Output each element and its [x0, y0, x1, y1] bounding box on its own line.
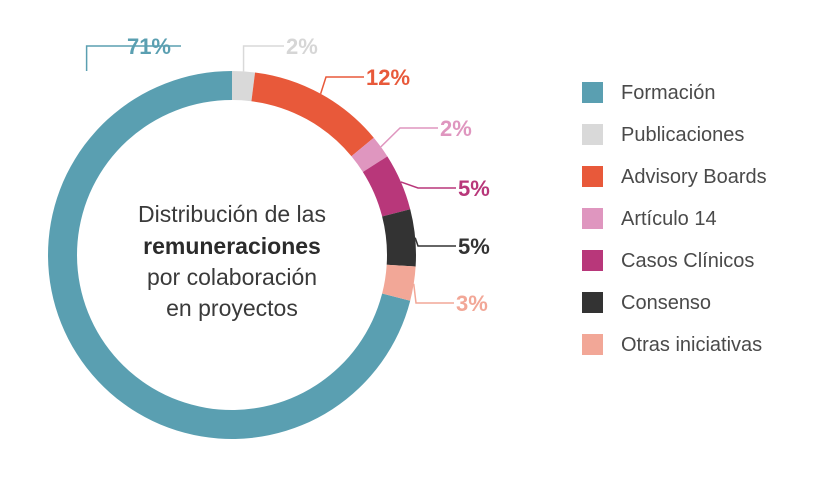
legend-item: Formación — [582, 80, 822, 106]
legend-swatch — [582, 250, 603, 271]
leader-line-6 — [414, 237, 456, 247]
pct-label-art-culo-14: 2% — [440, 116, 472, 141]
legend-swatch — [582, 166, 603, 187]
legend: Formación Publicaciones Advisory Boards Art… — [582, 80, 822, 374]
center-label-line4: en proyectos — [166, 295, 298, 321]
pct-label-consenso: 5% — [458, 234, 490, 259]
slice-art-culo-14 — [351, 137, 388, 172]
leader-line-3 — [319, 76, 364, 94]
legend-item: Casos Clínicos — [582, 248, 822, 274]
donut-slices — [48, 71, 416, 440]
legend-label: Casos Clínicos — [621, 250, 755, 272]
leader-line-4 — [380, 127, 438, 148]
legend-item: Artículo 14 — [582, 206, 822, 232]
legend-label: Artículo 14 — [621, 208, 717, 230]
slice-casos-cl-nicos — [362, 156, 411, 217]
leader-line-5 — [400, 181, 456, 189]
legend-item: Otras iniciativas — [582, 332, 822, 358]
legend-item: Advisory Boards — [582, 164, 822, 190]
legend-item: Consenso — [582, 290, 822, 316]
legend-swatch — [582, 334, 603, 355]
percentage-labels: 71% 2% 12% 2% 5% 5% 3% — [127, 34, 490, 316]
legend-label: Formación — [621, 82, 716, 104]
legend-swatch — [582, 208, 603, 229]
legend-swatch — [582, 82, 603, 103]
leader-line-1 — [85, 45, 181, 72]
slice-advisory-boards — [251, 72, 374, 157]
legend-swatch — [582, 124, 603, 145]
slice-publicaciones — [232, 71, 256, 102]
legend-swatch — [582, 292, 603, 313]
leader-lines — [85, 45, 456, 304]
slice-otras-iniciativas — [382, 264, 416, 301]
pct-label-formacion: 71% — [127, 34, 171, 59]
pct-label-publicaciones: 2% — [286, 34, 318, 59]
leader-line-7 — [412, 283, 454, 304]
pct-label-otras-iniciativas: 3% — [456, 291, 488, 316]
legend-label: Publicaciones — [621, 124, 745, 146]
center-label-line2: remuneraciones — [143, 233, 321, 259]
legend-label: Otras iniciativas — [621, 334, 763, 356]
pct-label-advisory-boards: 12% — [366, 65, 410, 90]
center-label-line3: por colaboración — [147, 264, 317, 290]
leader-line-2 — [242, 45, 284, 72]
slice-consenso — [382, 209, 416, 267]
legend-label: Consenso — [621, 292, 712, 314]
legend-item: Publicaciones — [582, 122, 822, 148]
legend-label: Advisory Boards — [621, 166, 767, 188]
center-label-line1: Distribución de las — [138, 201, 326, 227]
pct-label-casos-cl-nicos: 5% — [458, 176, 490, 201]
